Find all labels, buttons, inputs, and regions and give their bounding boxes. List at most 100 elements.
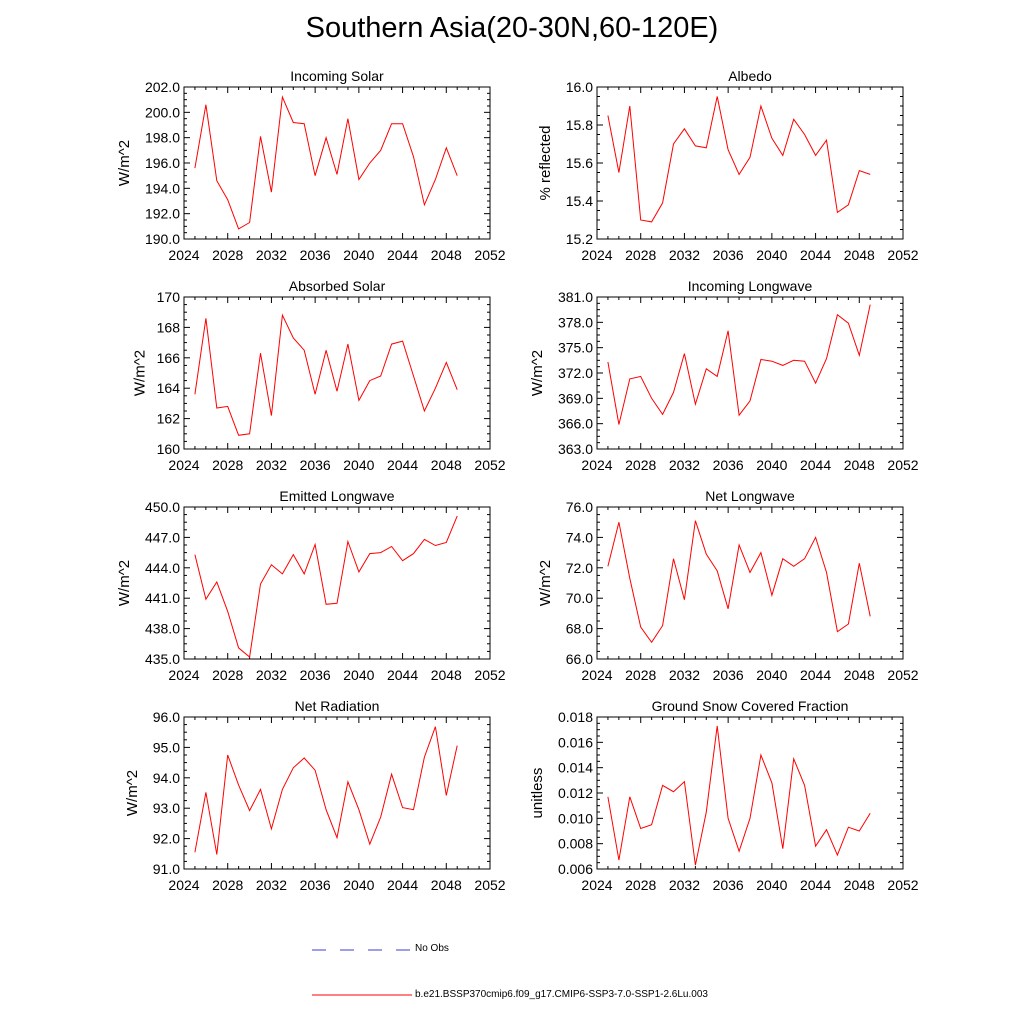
x-tick-label: 2048 (431, 457, 462, 473)
y-tick-label: 94.0 (153, 770, 180, 786)
x-tick-label: 2044 (800, 247, 831, 263)
x-tick-label: 2040 (756, 667, 787, 683)
x-tick-label: 2036 (713, 457, 744, 473)
legend-no-obs: No Obs (0, 930, 1024, 970)
x-tick-label: 2032 (256, 667, 287, 683)
panel-title: Net Radiation (295, 698, 380, 714)
x-tick-label: 2044 (387, 457, 418, 473)
y-tick-label: 0.006 (558, 861, 593, 877)
x-tick-label: 2040 (756, 877, 787, 893)
y-tick-label: 96.0 (153, 709, 180, 725)
y-tick-label: 435.0 (145, 651, 180, 667)
x-tick-label: 2048 (844, 877, 875, 893)
series-line (607, 725, 871, 866)
y-axis-label: W/m^2 (132, 350, 149, 396)
y-tick-label: 200.0 (145, 104, 180, 120)
y-tick-label: 375.0 (558, 340, 593, 356)
y-tick-label: 196.0 (145, 155, 180, 171)
legend-run-label: b.e21.BSSP370cmip6.f09_g17.CMIP6-SSP3-7.… (415, 989, 708, 1000)
y-tick-label: 0.018 (558, 709, 593, 725)
y-tick-label: 70.0 (566, 590, 593, 606)
y-tick-label: 164 (157, 380, 181, 396)
x-tick-label: 2032 (256, 247, 287, 263)
plot-frame (183, 506, 491, 660)
y-tick-label: 95.0 (153, 739, 180, 755)
x-tick-label: 2048 (844, 247, 875, 263)
x-tick-label: 2040 (343, 457, 374, 473)
panel-7: Ground Snow Covered Fraction 2024 2028 2032… (529, 698, 919, 893)
x-tick-label: 2052 (474, 247, 505, 263)
x-tick-label: 2028 (625, 457, 656, 473)
y-tick-label: 66.0 (566, 651, 593, 667)
y-tick-label: 0.012 (558, 785, 593, 801)
y-axis-label: unitless (529, 768, 546, 819)
x-tick-label: 2024 (168, 877, 199, 893)
panel-title: Incoming Solar (290, 68, 384, 84)
y-tick-label: 162 (157, 411, 181, 427)
x-tick-label: 2024 (168, 247, 199, 263)
y-tick-label: 438.0 (145, 621, 180, 637)
x-tick-label: 2028 (212, 247, 243, 263)
y-tick-label: 0.016 (558, 734, 593, 750)
y-axis-label: W/m^2 (537, 560, 554, 606)
x-tick-label: 2036 (713, 667, 744, 683)
x-tick-label: 2040 (756, 457, 787, 473)
x-tick-label: 2024 (581, 247, 612, 263)
series-line (194, 515, 458, 658)
x-tick-label: 2032 (669, 457, 700, 473)
y-tick-label: 366.0 (558, 416, 593, 432)
x-tick-label: 2032 (669, 667, 700, 683)
y-tick-label: 92.0 (153, 831, 180, 847)
y-tick-label: 170 (157, 289, 181, 305)
x-tick-label: 2044 (387, 877, 418, 893)
y-tick-label: 194.0 (145, 180, 180, 196)
x-tick-label: 2048 (431, 247, 462, 263)
x-tick-label: 2052 (887, 667, 918, 683)
series-line (607, 96, 871, 223)
x-tick-label: 2044 (800, 877, 831, 893)
y-tick-label: 72.0 (566, 560, 593, 576)
plot-frame (596, 506, 904, 660)
x-tick-label: 2040 (343, 247, 374, 263)
x-tick-label: 2036 (713, 247, 744, 263)
plot-frame (183, 716, 491, 870)
y-tick-label: 444.0 (145, 560, 180, 576)
y-tick-label: 166 (157, 350, 181, 366)
y-tick-label: 0.008 (558, 836, 593, 852)
y-tick-label: 91.0 (153, 861, 180, 877)
panel-0: Incoming Solar 2024 2028 2032 2036 2040 2044 20… (116, 68, 506, 263)
panel-6: Net Radiation 2024 2028 2032 2036 2040 2044 204… (124, 698, 506, 893)
y-tick-label: 15.2 (566, 231, 593, 247)
x-tick-label: 2052 (474, 667, 505, 683)
y-tick-label: 160 (157, 441, 181, 457)
legend-run: b.e21.BSSP370cmip6.f09_g17.CMIP6-SSP3-7.… (0, 980, 1024, 1010)
panel-3: Incoming Longwave 2024 2028 2032 2036 2040 204… (529, 278, 919, 473)
x-tick-label: 2028 (212, 877, 243, 893)
x-tick-label: 2036 (300, 247, 331, 263)
x-tick-label: 2044 (800, 667, 831, 683)
x-tick-label: 2028 (625, 877, 656, 893)
panel-1: Albedo 2024 2028 2032 2036 2040 2044 2048 2052 15… (537, 68, 919, 263)
plot-frame (183, 296, 491, 450)
y-tick-label: 190.0 (145, 231, 180, 247)
x-tick-label: 2048 (844, 457, 875, 473)
y-tick-label: 15.8 (566, 117, 593, 133)
y-tick-label: 0.010 (558, 810, 593, 826)
panel-2: Absorbed Solar 2024 2028 2032 2036 2040 2044 20… (132, 278, 506, 473)
x-tick-label: 2032 (256, 457, 287, 473)
y-tick-label: 15.4 (566, 193, 593, 209)
x-tick-label: 2028 (212, 457, 243, 473)
x-tick-label: 2040 (343, 877, 374, 893)
y-tick-label: 16.0 (566, 79, 593, 95)
x-tick-label: 2028 (625, 247, 656, 263)
x-tick-label: 2044 (387, 247, 418, 263)
y-tick-label: 198.0 (145, 130, 180, 146)
y-tick-label: 68.0 (566, 621, 593, 637)
y-tick-label: 363.0 (558, 441, 593, 457)
panel-title: Net Longwave (705, 488, 795, 504)
x-tick-label: 2024 (581, 877, 612, 893)
figure-title: Southern Asia(20-30N,60-120E) (305, 12, 719, 44)
plot-frame (596, 86, 904, 240)
series-line (194, 95, 458, 230)
x-tick-label: 2036 (713, 877, 744, 893)
